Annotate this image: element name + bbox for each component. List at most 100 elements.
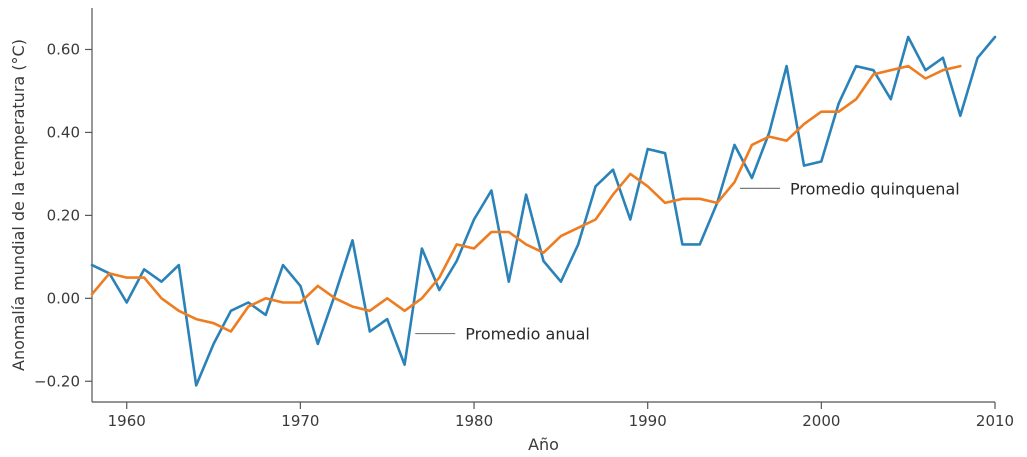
x-tick-label: 1980: [455, 412, 493, 430]
data-point-promedio-quinquenal: [125, 276, 129, 280]
data-point-promedio-anual: [559, 280, 563, 284]
annotation-label: Promedio anual: [465, 325, 590, 344]
y-tick-label: 0.40: [47, 123, 80, 141]
data-point-promedio-anual: [941, 56, 945, 60]
data-point-promedio-anual: [212, 342, 216, 346]
x-tick-label: 1990: [629, 412, 667, 430]
data-point-promedio-anual: [125, 301, 129, 305]
data-point-promedio-anual: [229, 309, 233, 313]
data-point-promedio-anual: [819, 160, 823, 164]
data-point-promedio-quinquenal: [507, 230, 511, 234]
data-point-promedio-quinquenal: [802, 122, 806, 126]
data-point-promedio-anual: [264, 313, 268, 317]
data-point-promedio-anual: [420, 247, 424, 251]
series-layer: [90, 35, 997, 387]
data-point-promedio-anual: [368, 330, 372, 334]
data-point-promedio-quinquenal: [298, 301, 302, 305]
data-point-promedio-quinquenal: [837, 110, 841, 114]
data-point-promedio-anual: [750, 176, 754, 180]
data-point-promedio-anual: [524, 193, 528, 197]
data-point-promedio-quinquenal: [246, 305, 250, 309]
data-point-promedio-anual: [837, 101, 841, 105]
data-point-promedio-anual: [976, 56, 980, 60]
data-point-promedio-anual: [333, 292, 337, 296]
x-axis-title: Año: [528, 435, 559, 454]
data-point-promedio-quinquenal: [594, 218, 598, 222]
data-point-promedio-quinquenal: [403, 309, 407, 313]
data-point-promedio-quinquenal: [351, 305, 355, 309]
data-point-promedio-anual: [472, 218, 476, 222]
data-point-promedio-anual: [403, 363, 407, 367]
data-point-promedio-quinquenal: [472, 247, 476, 251]
data-point-promedio-anual: [924, 68, 928, 72]
data-point-promedio-quinquenal: [229, 330, 233, 334]
data-point-promedio-anual: [958, 114, 962, 118]
data-point-promedio-anual: [298, 284, 302, 288]
data-point-promedio-quinquenal: [576, 226, 580, 230]
data-point-promedio-quinquenal: [420, 296, 424, 300]
data-point-promedio-quinquenal: [785, 139, 789, 143]
data-point-promedio-anual: [194, 383, 198, 387]
data-point-promedio-quinquenal: [194, 317, 198, 321]
data-point-promedio-quinquenal: [524, 242, 528, 246]
data-point-promedio-anual: [281, 263, 285, 267]
data-point-promedio-quinquenal: [628, 172, 632, 176]
data-point-promedio-quinquenal: [489, 230, 493, 234]
data-point-promedio-anual: [455, 259, 459, 263]
x-tick-label: 2010: [976, 412, 1014, 430]
axes: [91, 8, 995, 403]
data-point-promedio-quinquenal: [333, 296, 337, 300]
data-point-promedio-anual: [594, 184, 598, 188]
data-point-promedio-anual: [542, 259, 546, 263]
data-point-promedio-anual: [854, 64, 858, 68]
data-point-promedio-quinquenal: [368, 309, 372, 313]
y-tick-label: 0.20: [47, 206, 80, 224]
y-tick-label: 0.60: [47, 40, 80, 58]
data-point-promedio-quinquenal: [212, 321, 216, 325]
data-point-promedio-anual: [889, 97, 893, 101]
data-point-promedio-quinquenal: [698, 197, 702, 201]
y-ticks: −0.20 0.00 0.20 0.40 0.60: [34, 40, 92, 390]
data-point-promedio-quinquenal: [906, 64, 910, 68]
data-point-promedio-anual: [785, 64, 789, 68]
data-point-promedio-quinquenal: [941, 68, 945, 72]
data-point-promedio-quinquenal: [889, 68, 893, 72]
annotations: Promedio anual Promedio quinquenal: [415, 179, 960, 344]
data-point-promedio-anual: [767, 130, 771, 134]
annotation-label: Promedio quinquenal: [790, 179, 960, 198]
data-point-promedio-quinquenal: [385, 296, 389, 300]
data-point-promedio-quinquenal: [663, 201, 667, 205]
y-tick-label: 0.00: [47, 289, 80, 307]
data-point-promedio-anual: [646, 147, 650, 151]
y-tick-label: −0.20: [34, 372, 80, 390]
data-point-promedio-quinquenal: [142, 276, 146, 280]
data-point-promedio-anual: [489, 189, 493, 193]
data-point-promedio-anual: [437, 288, 441, 292]
data-point-promedio-anual: [177, 263, 181, 267]
data-point-promedio-anual: [628, 218, 632, 222]
data-point-promedio-anual: [246, 301, 250, 305]
data-point-promedio-quinquenal: [455, 242, 459, 246]
data-point-promedio-quinquenal: [611, 193, 615, 197]
data-point-promedio-quinquenal: [733, 180, 737, 184]
data-point-promedio-quinquenal: [559, 234, 563, 238]
data-point-promedio-anual: [906, 35, 910, 39]
data-point-promedio-anual: [351, 238, 355, 242]
data-point-promedio-quinquenal: [924, 77, 928, 81]
data-point-promedio-quinquenal: [680, 197, 684, 201]
x-ticks: 1960 1970 1980 1990 2000 2010: [108, 402, 1014, 430]
data-point-promedio-quinquenal: [160, 296, 164, 300]
series-line-promedio-quinquenal: [90, 64, 962, 333]
data-point-promedio-anual: [871, 68, 875, 72]
data-point-promedio-anual: [611, 168, 615, 172]
data-point-promedio-anual: [993, 35, 997, 39]
x-tick-label: 1960: [108, 412, 146, 430]
data-point-promedio-anual: [316, 342, 320, 346]
data-point-promedio-quinquenal: [646, 184, 650, 188]
data-point-promedio-quinquenal: [854, 97, 858, 101]
data-point-promedio-quinquenal: [281, 301, 285, 305]
data-point-promedio-quinquenal: [90, 292, 94, 296]
data-point-promedio-quinquenal: [542, 251, 546, 255]
data-point-promedio-quinquenal: [958, 64, 962, 68]
